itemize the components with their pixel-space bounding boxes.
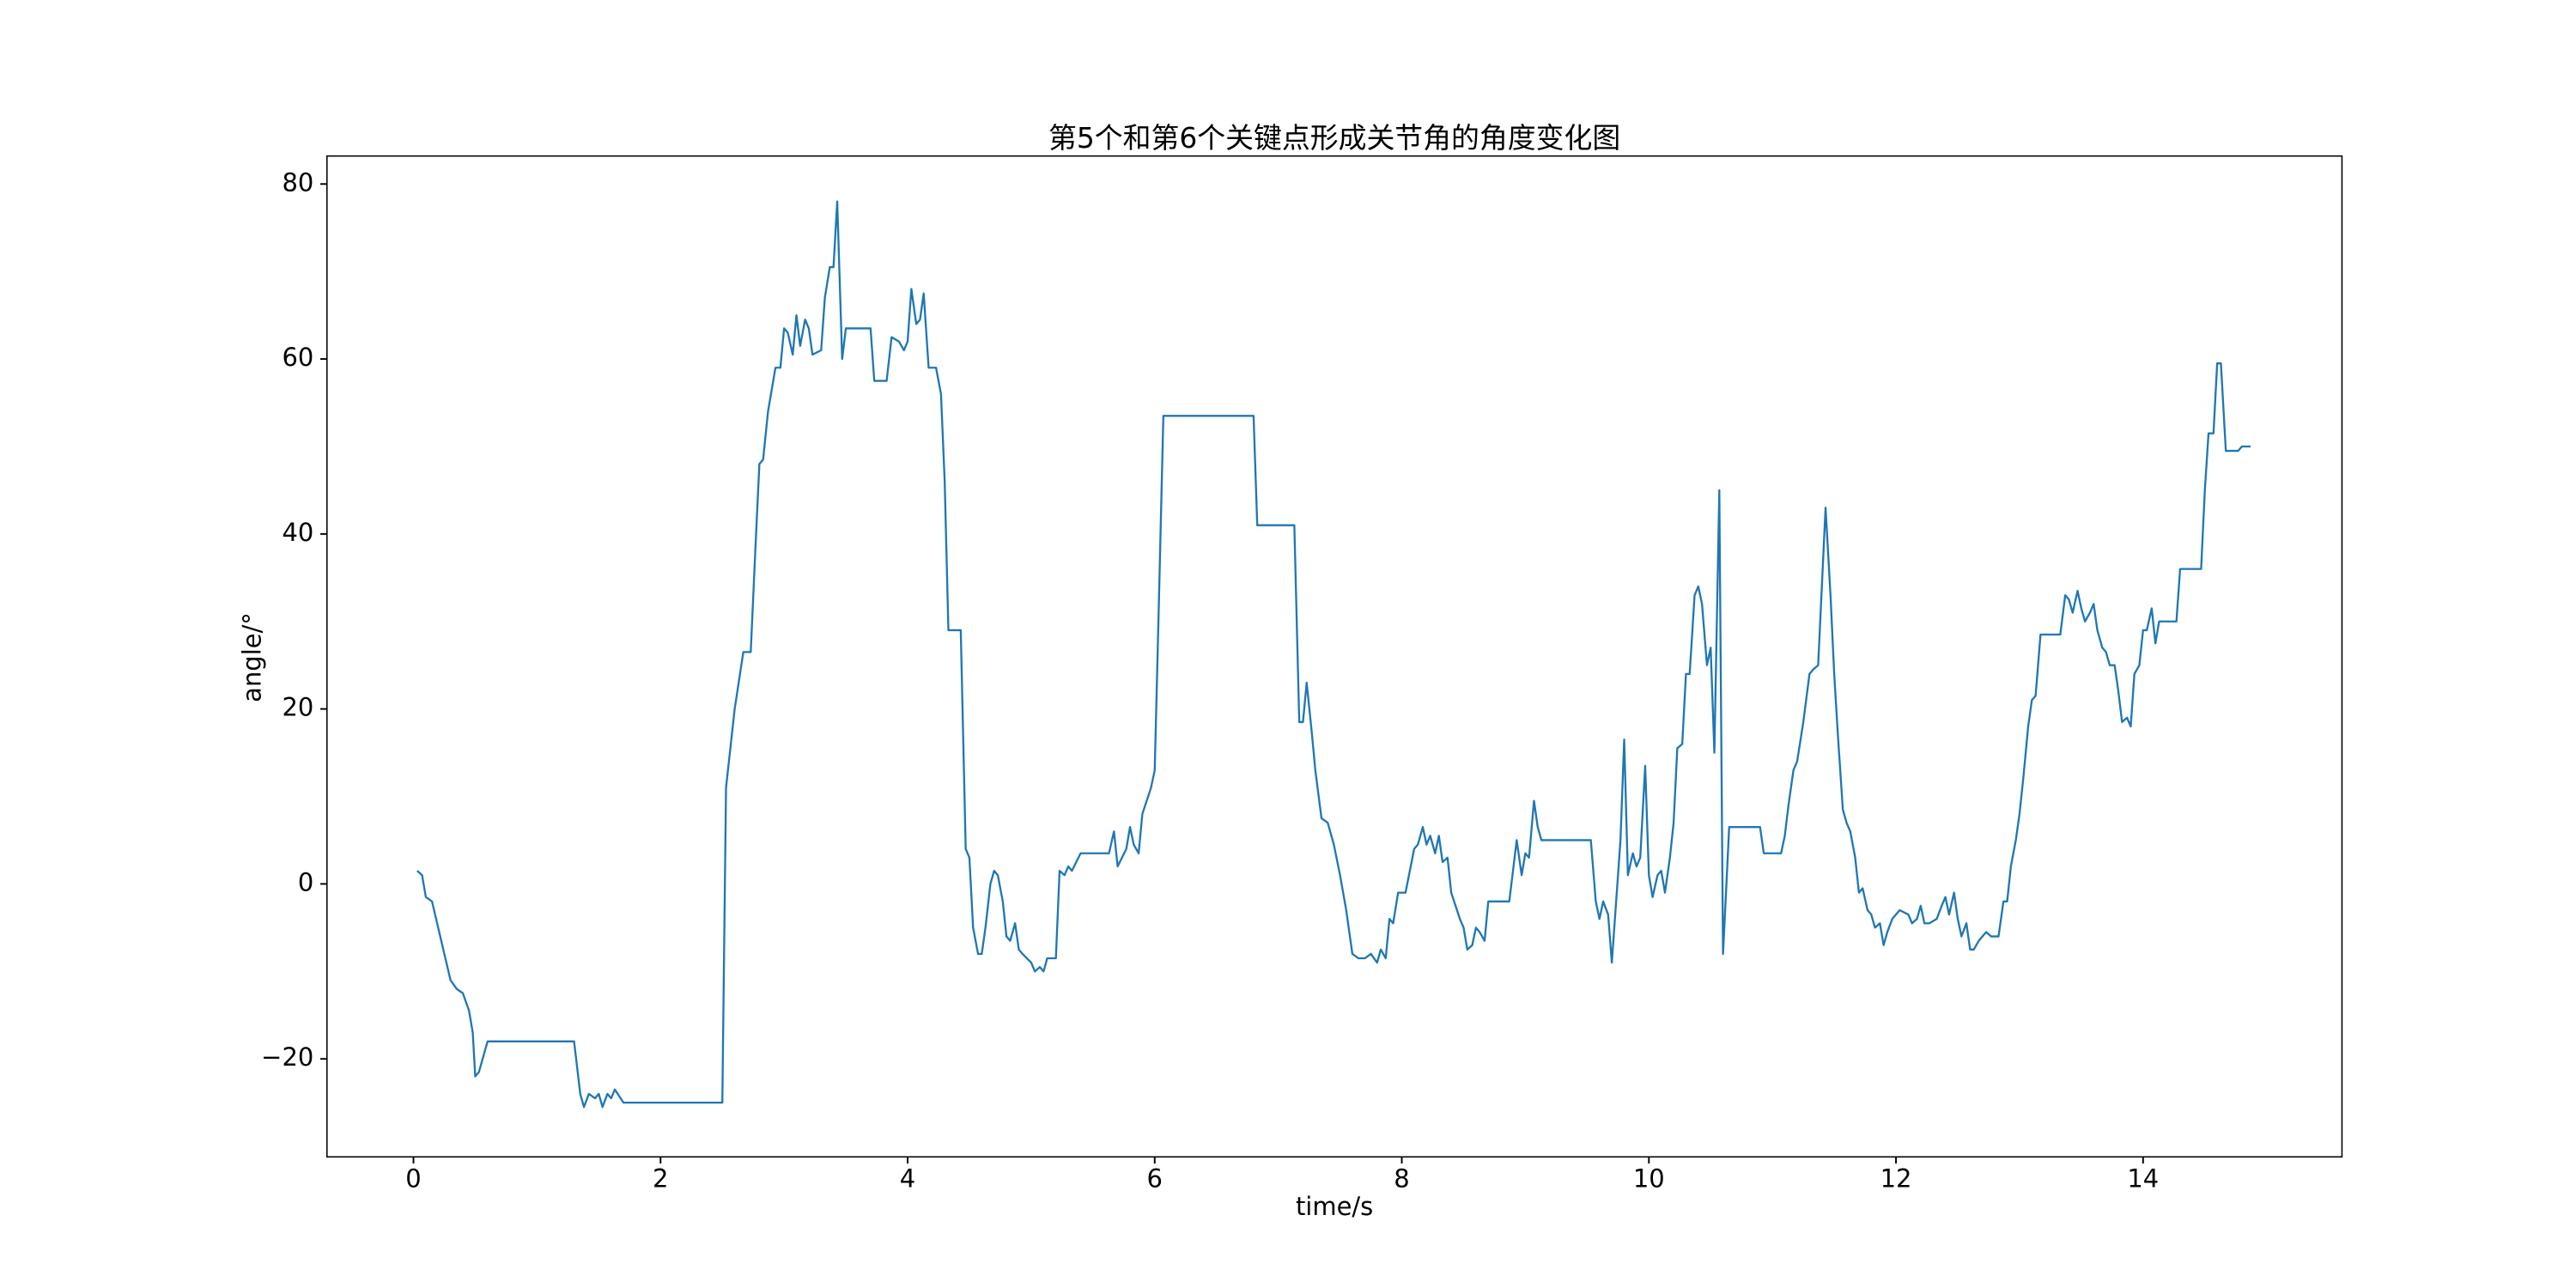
x-tick-label: 10 <box>1633 1163 1665 1193</box>
x-tick-label: 6 <box>1147 1163 1163 1193</box>
x-axis-label: time/s <box>1296 1192 1373 1221</box>
x-tick-label: 8 <box>1394 1163 1409 1193</box>
x-tick-label: 12 <box>1880 1163 1912 1193</box>
y-tick-label: 80 <box>282 167 313 197</box>
y-tick-label: 20 <box>282 693 313 722</box>
y-tick-label: 0 <box>298 867 313 896</box>
chart-title: 第5个和第6个关键点形成关节角的角度变化图 <box>1048 121 1620 155</box>
x-tick-label: 14 <box>2127 1163 2159 1193</box>
y-tick-label: 40 <box>282 518 313 547</box>
y-tick-label: 60 <box>282 343 313 372</box>
x-tick-label: 4 <box>900 1163 915 1193</box>
y-axis-label: angle/° <box>238 612 267 702</box>
y-tick-label: −20 <box>261 1042 313 1072</box>
plot-frame <box>326 155 2343 1158</box>
x-tick-label: 0 <box>405 1163 421 1193</box>
data-line <box>416 200 2251 1109</box>
x-tick-label: 2 <box>653 1163 668 1193</box>
